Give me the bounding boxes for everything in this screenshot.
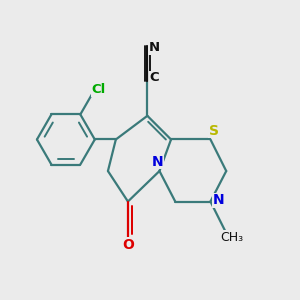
Text: Cl: Cl — [91, 83, 106, 96]
Text: N: N — [213, 194, 225, 208]
Text: N: N — [152, 154, 164, 169]
Text: C: C — [149, 71, 159, 85]
Text: CH₃: CH₃ — [220, 231, 243, 244]
Text: N: N — [148, 41, 160, 54]
Text: S: S — [208, 124, 219, 137]
Text: O: O — [122, 238, 134, 252]
